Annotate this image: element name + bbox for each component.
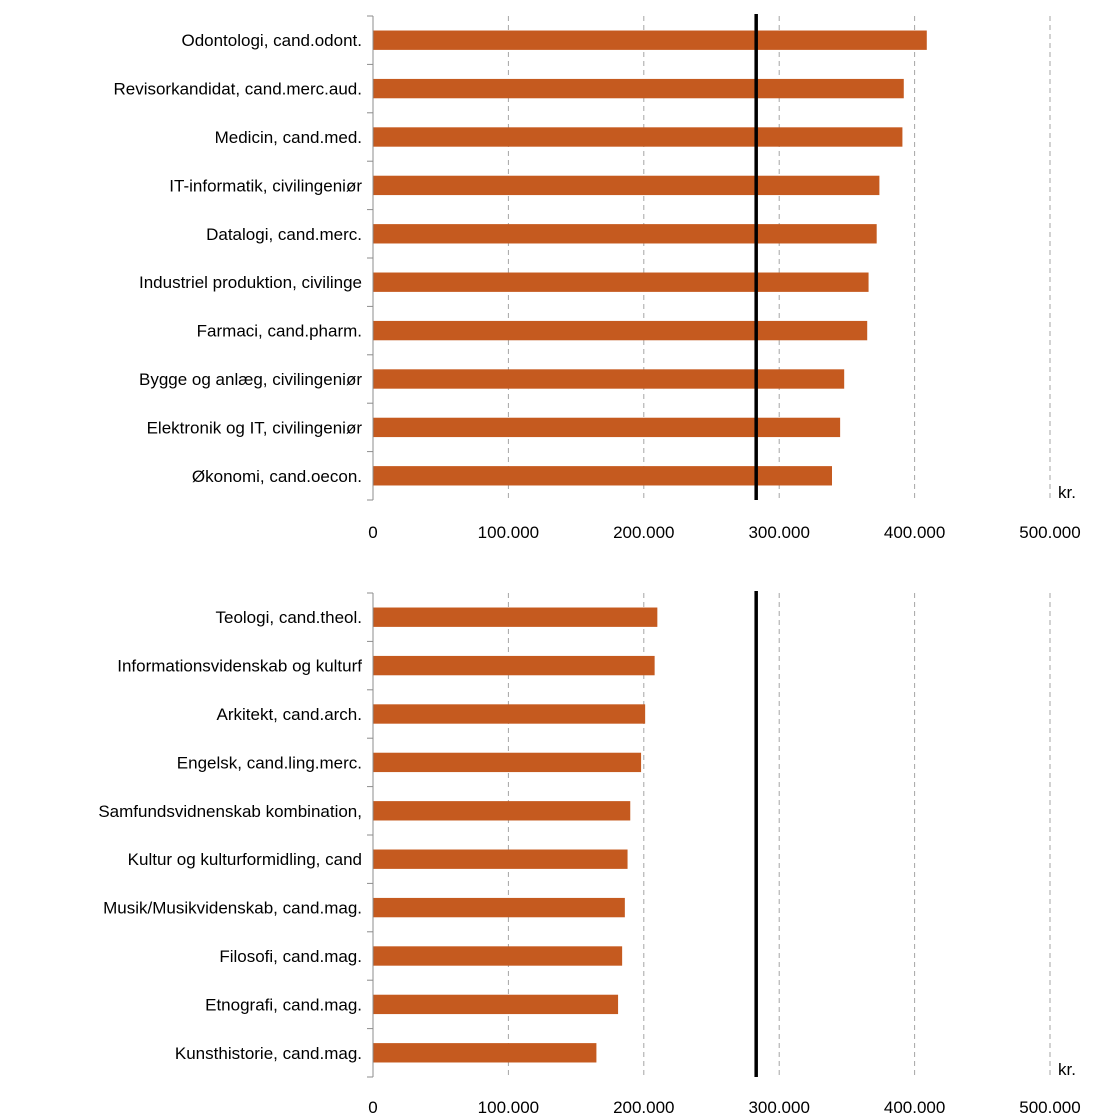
bar [373,849,628,869]
bar [373,946,623,966]
bar [373,272,869,292]
category-label: Kultur og kulturformidling, cand [128,850,362,869]
x-tick-label: 500.000 [1019,1098,1080,1115]
x-tick-label: 500.000 [1019,523,1080,542]
x-tick-label: 300.000 [748,1098,809,1115]
x-unit-label: kr. [1058,483,1076,502]
bar [373,704,646,724]
bar [373,369,845,389]
category-label: Revisorkandidat, cand.merc.aud. [113,80,362,99]
category-label: Kunsthistorie, cand.mag. [175,1044,362,1063]
bar [373,224,877,244]
bar [373,752,642,773]
category-label: Farmaci, cand.pharm. [197,322,362,341]
category-label: IT-informatik, civilingeniør [169,176,362,195]
x-tick-label: 400.000 [884,1098,945,1115]
x-tick-label: 0 [368,1098,377,1115]
category-label: Industriel produktion, civilinge [139,273,362,292]
x-tick-label: 300.000 [748,523,809,542]
x-tick-label: 100.000 [478,523,539,542]
bar [373,127,903,147]
category-label: Odontologi, cand.odont. [181,31,362,50]
bar [373,655,655,676]
bar [373,801,631,821]
bar [373,607,658,627]
bar [373,897,625,918]
category-label: Arkitekt, cand.arch. [216,705,362,724]
category-label: Datalogi, cand.merc. [206,225,362,244]
x-tick-label: 200.000 [613,1098,674,1115]
bar [373,994,619,1015]
x-tick-label: 400.000 [884,523,945,542]
bar [373,175,880,196]
category-label: Medicin, cand.med. [215,128,362,147]
category-label: Musik/Musikvidenskab, cand.mag. [103,899,362,918]
chart-bottom: Teologi, cand.theol. Informationsvidenska… [98,591,1081,1115]
category-label: Bygge og anlæg, civilingeniør [139,370,362,389]
x-unit-label: kr. [1058,1060,1076,1079]
bar [373,417,841,438]
x-tick-label: 100.000 [478,1098,539,1115]
bar [373,78,904,99]
category-label: Elektronik og IT, civilingeniør [147,418,363,437]
category-label: Informationsvidenskab og kulturf [117,657,362,676]
bar [373,466,833,486]
category-label: Filosofi, cand.mag. [219,947,362,966]
category-label: Engelsk, cand.ling.merc. [177,753,362,772]
category-label: Teologi, cand.theol. [216,608,363,627]
category-label: Samfundsvidnenskab kombination, [98,802,362,821]
bar [373,320,868,341]
category-label: Økonomi, cand.oecon. [192,467,362,486]
bar [373,1043,597,1063]
x-tick-label: 200.000 [613,523,674,542]
x-tick-label: 0 [368,523,377,542]
chart-top: Odontologi, cand.odont. Revisorkandidat, … [113,14,1081,542]
category-label: Etnografi, cand.mag. [205,995,362,1014]
bar [373,30,927,50]
